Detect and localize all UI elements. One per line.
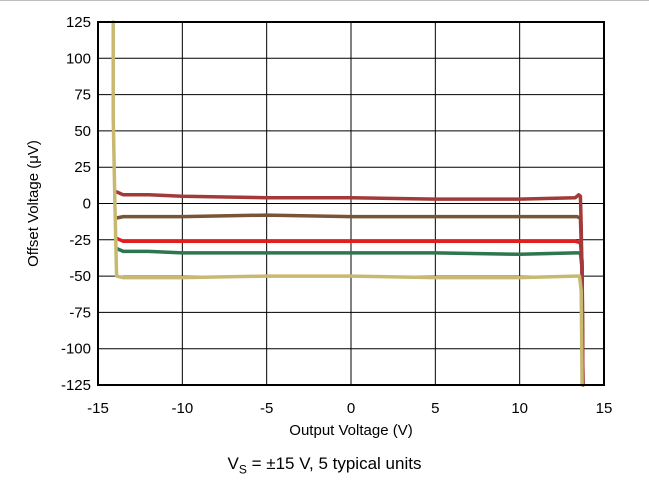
y-tick-label: 50 [74, 123, 91, 140]
offset-voltage-chart: -15 -10 -5 0 5 10 15 1251007550250-25-50-75-10… [0, 0, 649, 450]
series-line-4 [117, 192, 583, 385]
y-tick-labels: 125 100 75 50 25 0 -25 -50 -75 -100 -125 [61, 14, 91, 394]
caption-rest: = ±15 V, 5 typical units [247, 454, 422, 473]
series-line-1 [117, 249, 583, 386]
y-tick-label: 100 [66, 50, 91, 67]
y-tick-label: 125 [66, 14, 91, 31]
x-tick-label: 15 [596, 400, 613, 417]
y-tick-label: -100 [61, 341, 91, 358]
y-tick-label: -75 [69, 304, 91, 321]
y-tick-label: 75 [74, 87, 91, 104]
grid-lines [98, 22, 604, 385]
y-tick-label: -125 [61, 377, 91, 394]
x-axis-label: Output Voltage (V) [289, 422, 412, 439]
y-axis-label: Offset Voltage (μV) [25, 140, 42, 267]
x-tick-label: -15 [87, 400, 109, 417]
y-tick-label: -25 [69, 232, 91, 249]
x-tick-label: -5 [260, 400, 273, 417]
y-tick-label: 0 [83, 196, 91, 213]
caption-subscript: S [239, 462, 247, 476]
chart-caption: VS = ±15 V, 5 typical units [0, 454, 649, 476]
caption-main: V [228, 454, 239, 473]
x-tick-label: 10 [511, 400, 528, 417]
y-tick-label: 25 [74, 159, 91, 176]
x-tick-labels: -15 -10 -5 0 5 10 15 [87, 400, 612, 417]
x-tick-label: 0 [347, 400, 355, 417]
x-tick-label: -10 [171, 400, 193, 417]
x-tick-label: 5 [431, 400, 439, 417]
series-line-2 [117, 238, 583, 385]
y-tick-label: -50 [69, 268, 91, 285]
